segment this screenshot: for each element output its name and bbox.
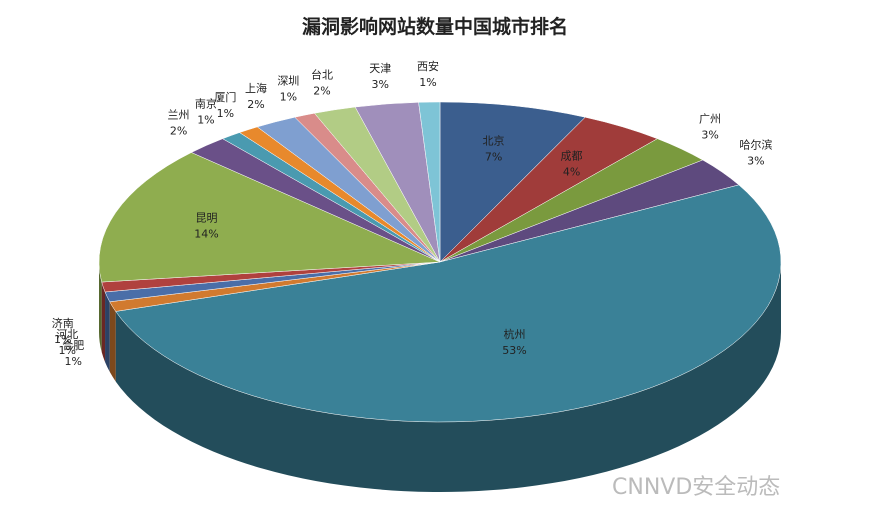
- value-label: 1%: [217, 107, 234, 120]
- value-label: 1%: [419, 76, 436, 89]
- slice: [418, 101, 441, 263]
- value-label: 2%: [247, 98, 264, 111]
- value-label: 1%: [280, 91, 297, 104]
- value-label: 1%: [197, 113, 214, 126]
- value-label: 1%: [65, 355, 82, 368]
- slice: [439, 101, 586, 263]
- slice-label: 济南: [52, 316, 74, 330]
- value-label: 1%: [54, 333, 71, 346]
- chart-title: 漏洞影响网站数量中国城市排名: [302, 15, 568, 38]
- value-label: 4%: [563, 166, 580, 179]
- slice-side: [105, 291, 110, 372]
- slice-label: 河北: [56, 328, 78, 341]
- slice-label: 杭州: [503, 327, 525, 341]
- slice-label: 北京: [483, 134, 505, 148]
- watermark: CNNVD安全动态: [612, 475, 780, 500]
- pie-tops: [98, 101, 782, 423]
- value-label: 3%: [372, 78, 389, 91]
- slice-label: 成都: [561, 150, 583, 163]
- value-label: 3%: [701, 128, 718, 141]
- value-label: 2%: [170, 124, 187, 137]
- slice-label: 上海: [245, 81, 267, 95]
- pie-sides: [99, 262, 782, 492]
- slice-label: 南京: [195, 96, 217, 110]
- labels: 北京7% 成都4%广州3%哈尔滨3%杭州53%合肥1%河北1%济南1%昆明14%兰…: [52, 59, 773, 368]
- slice: [98, 152, 441, 283]
- value-label: 2%: [313, 85, 330, 98]
- value-label: 1%: [59, 344, 76, 357]
- slice-label: 广州: [699, 112, 721, 125]
- slice-label: 深圳: [277, 75, 299, 88]
- slice-side: [115, 262, 782, 492]
- slice-label: 合肥: [62, 338, 84, 352]
- slice-label: 西安: [417, 59, 439, 73]
- slice: [115, 184, 782, 423]
- slice-label: 厦门: [214, 90, 236, 104]
- value-label: 7%: [485, 151, 502, 164]
- slice-label: 台北: [311, 68, 333, 82]
- value-label: 53%: [502, 344, 526, 357]
- slice-side: [101, 282, 106, 362]
- value-label: 3%: [747, 154, 764, 167]
- slice-label: 昆明: [195, 211, 217, 224]
- slice-label: 天津: [369, 62, 391, 75]
- slice-side: [99, 262, 102, 353]
- slice-label: 兰州: [168, 108, 190, 121]
- slice-label: 哈尔滨: [739, 137, 772, 151]
- value-label: 14%: [194, 227, 218, 240]
- slice-side: [109, 301, 116, 382]
